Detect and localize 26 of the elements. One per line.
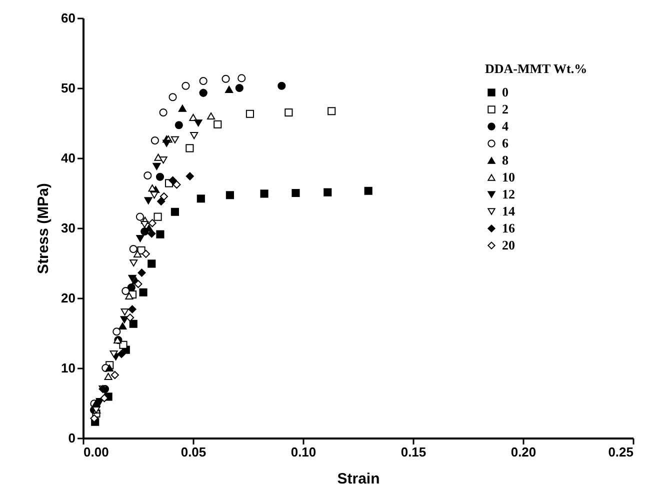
x-tick-label: 0.20 (510, 444, 536, 460)
x-tick-label: 0.15 (400, 444, 426, 460)
legend-label: 10 (502, 170, 515, 184)
y-tick-label: 20 (61, 290, 76, 306)
y-tick-label: 40 (61, 150, 76, 166)
legend-title: DDA-MMT Wt.% (485, 61, 588, 76)
legend-label: 20 (502, 238, 515, 252)
legend-label: 12 (502, 186, 515, 202)
y-tick-label: 10 (61, 360, 76, 376)
legend-label: 16 (502, 220, 516, 236)
x-axis-title: Strain (337, 470, 380, 488)
x-tick-label: 0.05 (180, 444, 206, 460)
legend-label: 6 (502, 136, 509, 150)
x-tick-label: 0.00 (84, 444, 109, 460)
y-tick-label: 50 (61, 80, 76, 96)
x-tick-label: 0.10 (290, 444, 316, 460)
legend-label: 4 (502, 118, 509, 134)
legend-label: 2 (502, 102, 508, 116)
y-tick-label: 60 (61, 10, 76, 26)
y-tick-label: 0 (68, 430, 76, 446)
y-tick-label: 30 (61, 220, 76, 236)
legend-label: 0 (502, 84, 508, 100)
legend-label: 14 (502, 204, 516, 218)
x-tick-label: 0.25 (608, 444, 634, 460)
legend-label: 8 (502, 152, 509, 168)
y-axis-title: Stress (MPa) (35, 183, 52, 274)
